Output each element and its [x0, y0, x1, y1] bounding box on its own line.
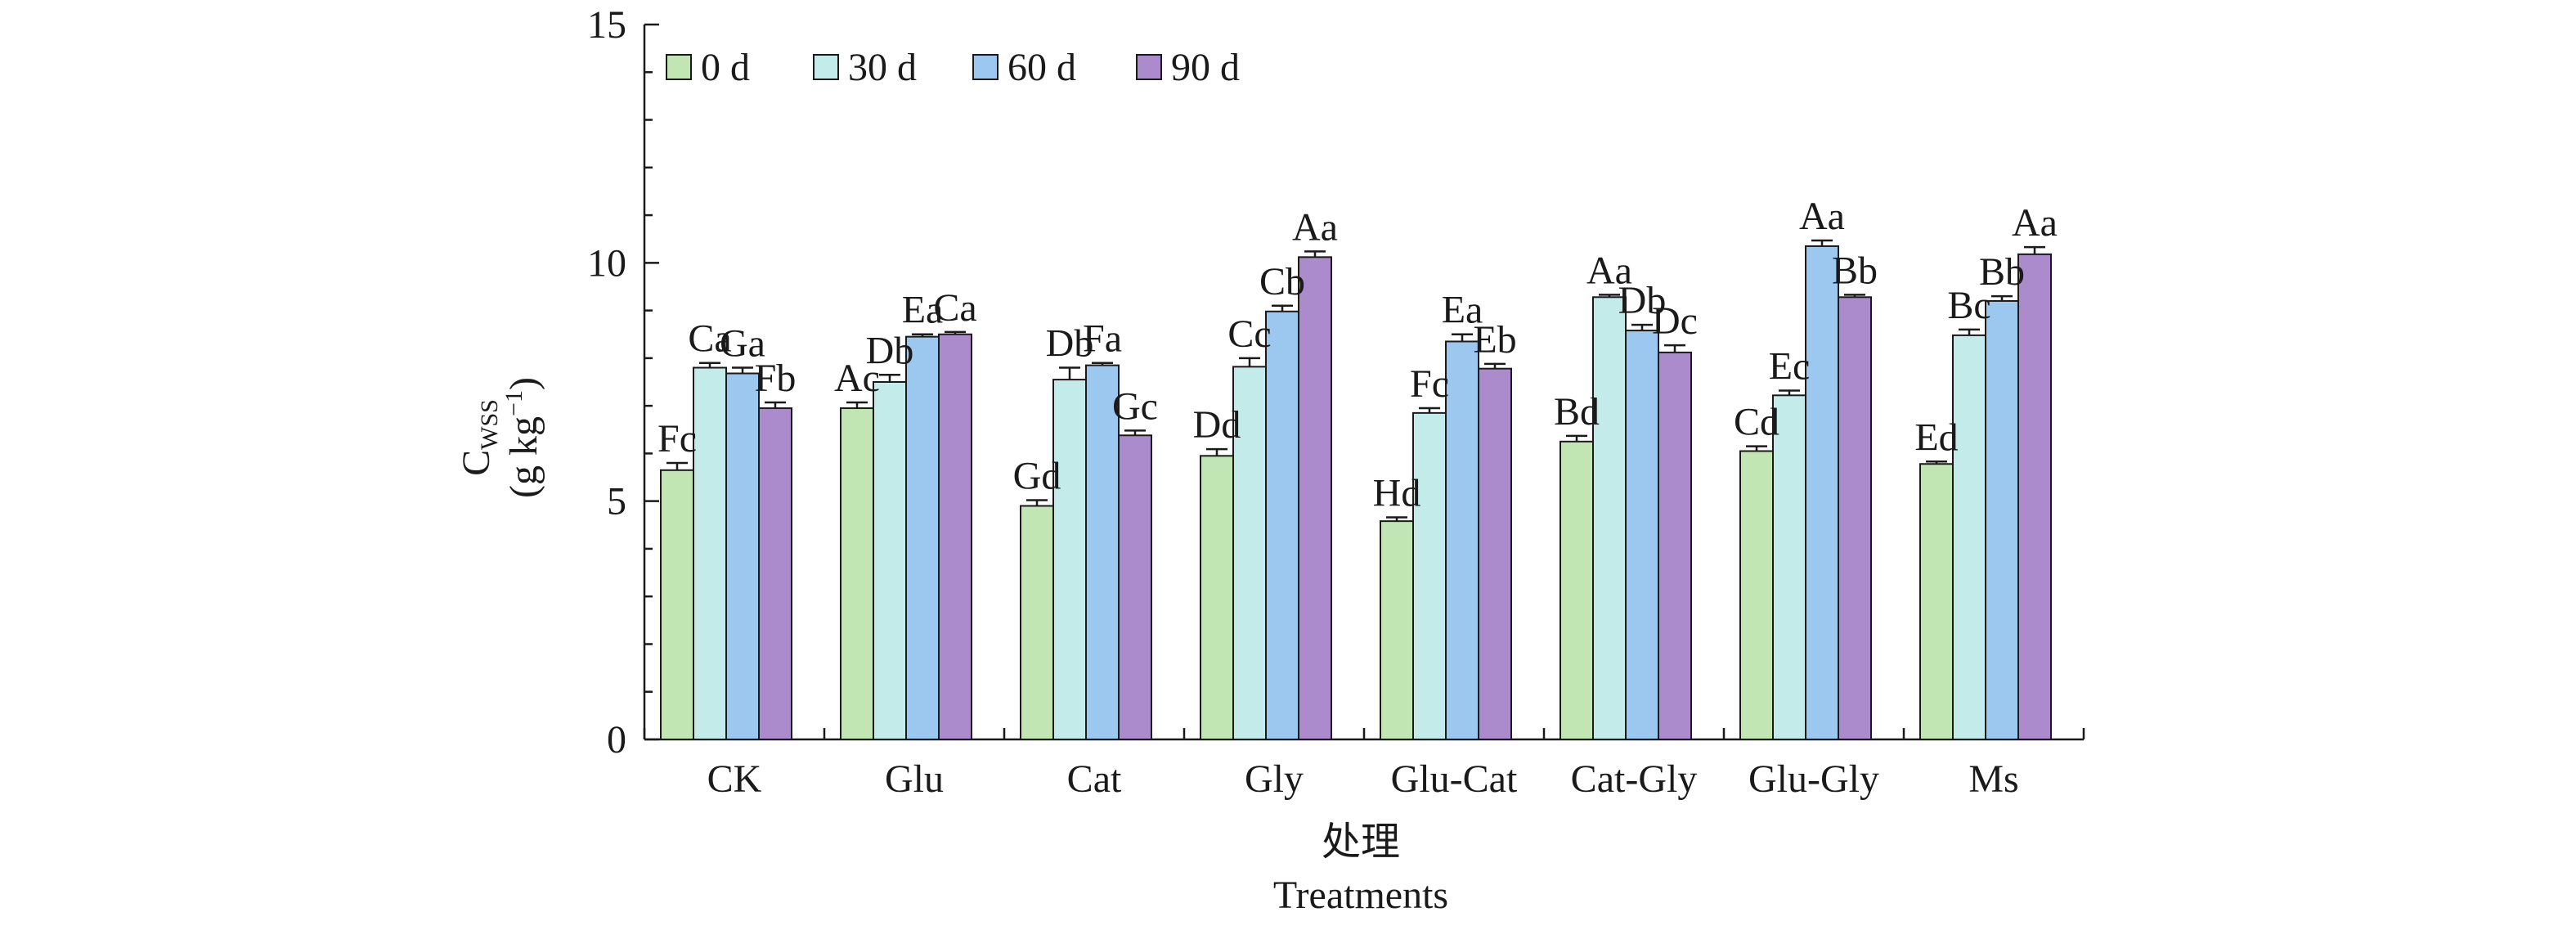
significance-label: Dd	[1193, 403, 1241, 447]
legend-swatch	[813, 54, 839, 80]
bar	[2017, 253, 2052, 740]
bar	[840, 407, 874, 740]
significance-label: Db	[1046, 322, 1094, 366]
x-tick-label: Glu-Gly	[1748, 757, 1879, 801]
significance-label: Ca	[933, 286, 976, 330]
legend-swatch	[972, 54, 999, 80]
significance-label: Ac	[834, 357, 880, 400]
bar	[1200, 455, 1234, 741]
bar	[725, 372, 760, 740]
significance-label: Ea	[902, 289, 944, 332]
bars	[660, 239, 2052, 741]
bar	[1118, 434, 1152, 740]
bar	[1658, 351, 1692, 740]
y-axis-title-sub: WSS	[476, 399, 503, 450]
axes: 0 5 10 15 CK Glu Cat Gly Glu-Cat Cat-Gly Glu-Gly Ms	[587, 3, 2085, 801]
legend-label: 60 d	[1008, 46, 1076, 89]
significance-label: Cb	[1259, 260, 1305, 303]
significance-label: Ec	[1769, 344, 1811, 388]
bar	[1298, 256, 1332, 741]
bar	[660, 469, 694, 740]
significance-label: Eb	[1473, 318, 1516, 362]
significance-label: Ed	[1914, 416, 1958, 459]
significance-label: Aa	[2012, 201, 2058, 245]
x-axis-title-zh: 处理	[1322, 820, 1400, 864]
significance-label: Aa	[1799, 195, 1845, 238]
significance-label: Bd	[1554, 390, 1600, 434]
x-tick-label: Gly	[1245, 757, 1304, 801]
y-axis-title-main: C	[455, 450, 498, 476]
significance-label: Db	[1618, 279, 1667, 322]
bar	[1445, 340, 1479, 740]
significance-label: Bc	[1947, 284, 1990, 327]
y-tick-label: 15	[587, 3, 626, 47]
legend: 0 d 30 d 60 d 90 d	[666, 46, 1240, 89]
bar	[1478, 367, 1512, 740]
bar	[1625, 330, 1659, 740]
significance-label: Gd	[1013, 455, 1061, 498]
x-tick-label: Glu	[885, 757, 944, 801]
bar	[1085, 364, 1120, 740]
x-tick-label: Cat-Gly	[1571, 757, 1698, 801]
y-tick-label: 0	[607, 718, 626, 762]
bar	[758, 407, 792, 740]
bar	[1952, 334, 1986, 740]
bar	[693, 366, 727, 740]
legend-label: 0 d	[701, 46, 750, 89]
y-axis-unit: (g kg−1)	[500, 377, 545, 498]
legend-swatch	[666, 54, 692, 80]
bar	[1052, 379, 1087, 740]
bar	[1592, 296, 1627, 740]
significance-label: Bb	[1832, 249, 1878, 292]
bar	[938, 333, 972, 740]
significance-label: Cd	[1734, 401, 1779, 444]
bar	[1805, 245, 1839, 740]
bar	[1985, 299, 2019, 740]
bar	[873, 381, 907, 740]
significance-label: Ca	[688, 317, 731, 361]
y-tick-label: 10	[587, 241, 626, 285]
bar	[1739, 450, 1774, 741]
x-tick-label: Ms	[1968, 757, 2018, 801]
bar	[1772, 394, 1806, 740]
significance-label: Aa	[1586, 249, 1632, 292]
significance-label: Hd	[1373, 471, 1421, 514]
significance-label: Fb	[755, 357, 797, 400]
bar	[1020, 505, 1054, 740]
significance-label: Db	[866, 329, 914, 372]
significance-label: Ea	[1442, 289, 1483, 332]
x-tick-label: Cat	[1067, 757, 1122, 801]
significance-label: Fc	[657, 417, 697, 461]
significance-label: Bb	[1979, 250, 2025, 294]
significance-labels: Fc Ac Gd Dd Hd Bd Cd Ed Ca Db Db Cc Fc Aa Ec Bc Ga Ea Fa Cb…	[657, 195, 2058, 515]
legend-label: 90 d	[1171, 46, 1240, 89]
y-axis-unit-suffix: )	[502, 377, 545, 390]
significance-label: Gc	[1112, 384, 1158, 428]
x-tick-label: Glu-Cat	[1391, 757, 1518, 801]
bar	[1380, 520, 1414, 740]
significance-label: Fc	[1410, 362, 1449, 406]
bar	[1265, 310, 1299, 740]
y-axis-unit-prefix: (g kg	[502, 416, 545, 498]
bar	[1919, 463, 1954, 741]
significance-label: Ga	[720, 322, 765, 366]
legend-label: 30 d	[848, 46, 917, 89]
significance-label: Dc	[1652, 299, 1698, 343]
legend-swatch	[1136, 54, 1162, 80]
y-axis-title: CWSS	[455, 399, 503, 476]
y-axis-unit-sup: −1	[500, 390, 527, 416]
x-axis-title-en: Treatments	[1273, 874, 1448, 917]
bar	[1560, 440, 1594, 740]
significance-label: Aa	[1292, 205, 1338, 249]
y-tick-label: 5	[607, 480, 626, 523]
bar	[1838, 296, 1872, 740]
significance-label: Cc	[1227, 312, 1271, 356]
bar	[905, 335, 940, 740]
bar	[1412, 411, 1447, 740]
significance-label: Fa	[1083, 317, 1122, 361]
x-tick-label: CK	[707, 757, 762, 801]
